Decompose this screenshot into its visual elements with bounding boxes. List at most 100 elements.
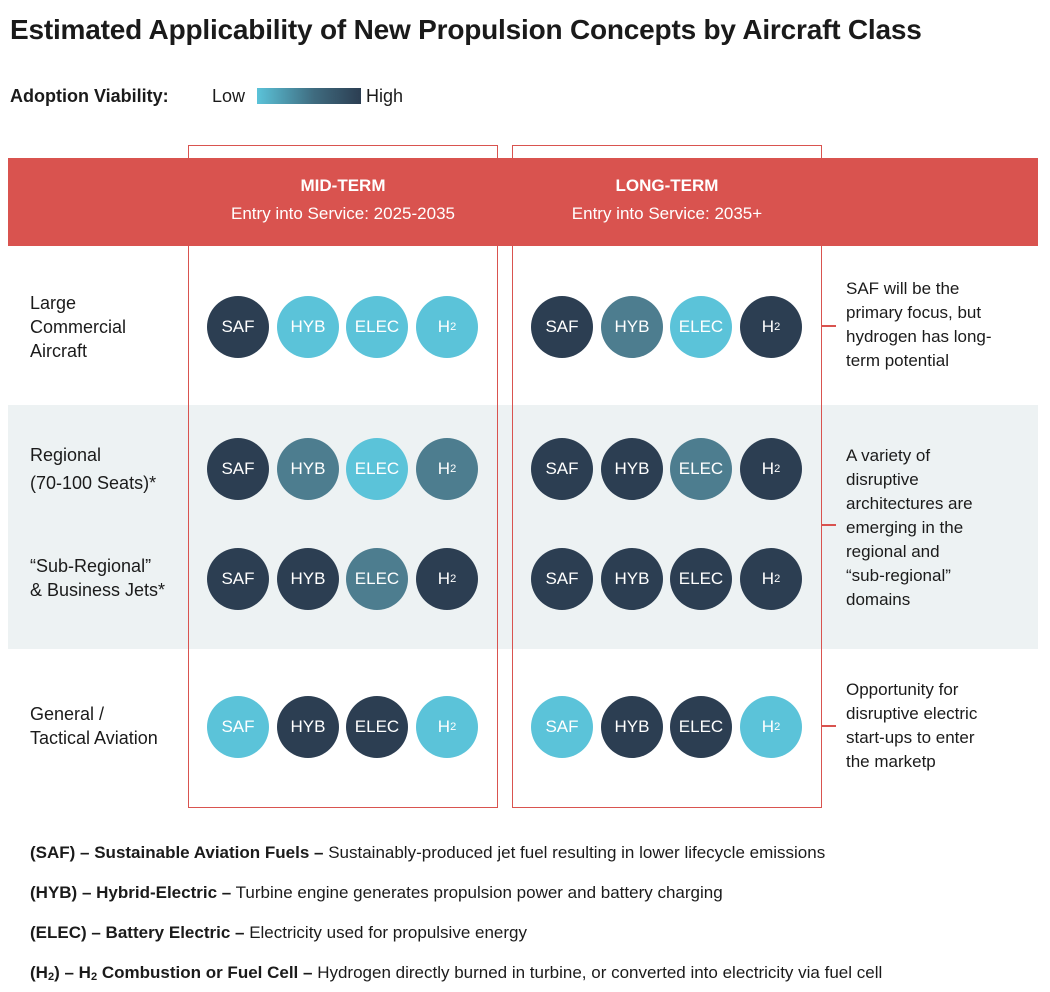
row-label-line: General / <box>30 704 105 724</box>
subscript-2: 2 <box>90 971 98 984</box>
saf-badge: SAF <box>531 696 593 758</box>
elec-badge: ELEC <box>670 696 732 758</box>
elec-badge: ELEC <box>346 438 408 500</box>
elec-badge: ELEC <box>670 438 732 500</box>
elec-badge: ELEC <box>670 548 732 610</box>
hyb-badge: HYB <box>277 696 339 758</box>
elec-badge: ELEC <box>670 296 732 358</box>
note-line: hydrogen has long- <box>846 327 992 346</box>
elec-badge: ELEC <box>346 296 408 358</box>
regional-row-band <box>8 405 1038 649</box>
definition-term-part: ) – H <box>54 963 91 982</box>
note-general-tactical: Opportunity for disruptive electric star… <box>846 678 1036 774</box>
row-label-large-commercial: Large Commercial Aircraft <box>30 291 126 363</box>
definition-elec: (ELEC) – Battery Electric – Electricity … <box>30 923 527 943</box>
note-line: SAF will be the <box>846 279 960 298</box>
definition-term: (H2) – H2 Combustion or Fuel Cell – <box>30 963 313 984</box>
saf-badge: SAF <box>207 296 269 358</box>
note-connector <box>822 725 836 727</box>
note-line: disruptive electric <box>846 704 978 723</box>
subscript-2: 2 <box>450 463 457 475</box>
note-regional: A variety of disruptive architectures ar… <box>846 444 1036 612</box>
legend-high-label: High <box>366 86 404 106</box>
long-term-header: LONG-TERM Entry into Service: 2035+ <box>512 172 822 228</box>
definition-term-part: (H <box>30 963 48 982</box>
row-label-line: Commercial <box>30 317 127 337</box>
definition-saf: (SAF) – Sustainable Aviation Fuels – Sus… <box>30 843 825 863</box>
mid-term-header: MID-TERM Entry into Service: 2025-2035 <box>188 172 498 228</box>
definition-text: Electricity used for propulsive energy <box>244 923 527 942</box>
long-term-subtitle: Entry into Service: 2035+ <box>571 204 763 223</box>
subscript-2: 2 <box>774 463 781 475</box>
legend-label: Adoption Viability: <box>10 86 169 106</box>
row-label-line: Large <box>30 293 77 313</box>
definition-text: Turbine engine generates propulsion powe… <box>231 883 723 902</box>
subscript-2: 2 <box>47 971 55 984</box>
row-label-sub-regional: “Sub-Regional” & Business Jets* <box>30 554 165 602</box>
note-line: domains <box>846 590 911 609</box>
saf-badge: SAF <box>531 438 593 500</box>
saf-badge: SAF <box>207 548 269 610</box>
saf-badge: SAF <box>207 438 269 500</box>
note-line: primary focus, but <box>846 303 982 322</box>
row-label-line: & Business Jets* <box>30 580 166 600</box>
row-label-line: (70-100 Seats)* <box>30 473 157 493</box>
note-line: term potential <box>846 351 949 370</box>
subscript-2: 2 <box>450 573 457 585</box>
note-line: “sub-regional” <box>846 566 951 585</box>
definition-h2: (H2) – H2 Combustion or Fuel Cell – Hydr… <box>30 963 882 983</box>
elec-badge: ELEC <box>346 548 408 610</box>
long-term-column-frame <box>512 145 822 808</box>
note-line: start-ups to enter <box>846 728 975 747</box>
definition-text: Hydrogen directly burned in turbine, or … <box>312 963 883 982</box>
note-large-commercial: SAF will be the primary focus, but hydro… <box>846 277 1036 373</box>
row-label-line: Tactical Aviation <box>30 728 158 748</box>
row-label-line: Regional <box>30 445 102 465</box>
definition-term: (SAF) – Sustainable Aviation Fuels – <box>30 843 324 862</box>
header-band <box>8 158 1038 246</box>
saf-badge: SAF <box>531 548 593 610</box>
note-line: architectures are <box>846 494 973 513</box>
elec-badge: ELEC <box>346 696 408 758</box>
long-term-title: LONG-TERM <box>615 176 719 195</box>
subscript-2: 2 <box>450 321 457 333</box>
hyb-badge: HYB <box>601 696 663 758</box>
hyb-badge: HYB <box>277 548 339 610</box>
subscript-2: 2 <box>774 721 781 733</box>
definition-term: (HYB) – Hybrid-Electric – <box>30 883 232 902</box>
note-line: emerging in the <box>846 518 964 537</box>
hyb-badge: HYB <box>601 548 663 610</box>
note-line: the marketp <box>846 752 936 771</box>
row-label-regional: Regional (70-100 Seats)* <box>30 443 156 495</box>
hyb-badge: HYB <box>601 438 663 500</box>
hyb-badge: HYB <box>277 438 339 500</box>
definition-term-part: Combustion or Fuel Cell – <box>97 963 313 982</box>
chart-title: Estimated Applicability of New Propulsio… <box>10 14 922 45</box>
legend-gradient-bar <box>257 88 361 104</box>
mid-term-column-frame <box>188 145 498 808</box>
note-line: Opportunity for <box>846 680 959 699</box>
hyb-badge: HYB <box>601 296 663 358</box>
subscript-2: 2 <box>450 721 457 733</box>
hyb-badge: HYB <box>277 296 339 358</box>
saf-badge: SAF <box>207 696 269 758</box>
mid-term-subtitle: Entry into Service: 2025-2035 <box>231 204 455 223</box>
definition-term: (ELEC) – Battery Electric – <box>30 923 245 942</box>
note-connector <box>822 524 836 526</box>
note-line: regional and <box>846 542 940 561</box>
definition-text: Sustainably-produced jet fuel resulting … <box>323 843 826 862</box>
saf-badge: SAF <box>531 296 593 358</box>
row-label-line: Aircraft <box>30 341 88 361</box>
legend-low-label: Low <box>212 86 246 106</box>
subscript-2: 2 <box>774 573 781 585</box>
note-connector <box>822 325 836 327</box>
row-label-line: “Sub-Regional” <box>30 556 152 576</box>
definition-hyb: (HYB) – Hybrid-Electric – Turbine engine… <box>30 883 723 903</box>
